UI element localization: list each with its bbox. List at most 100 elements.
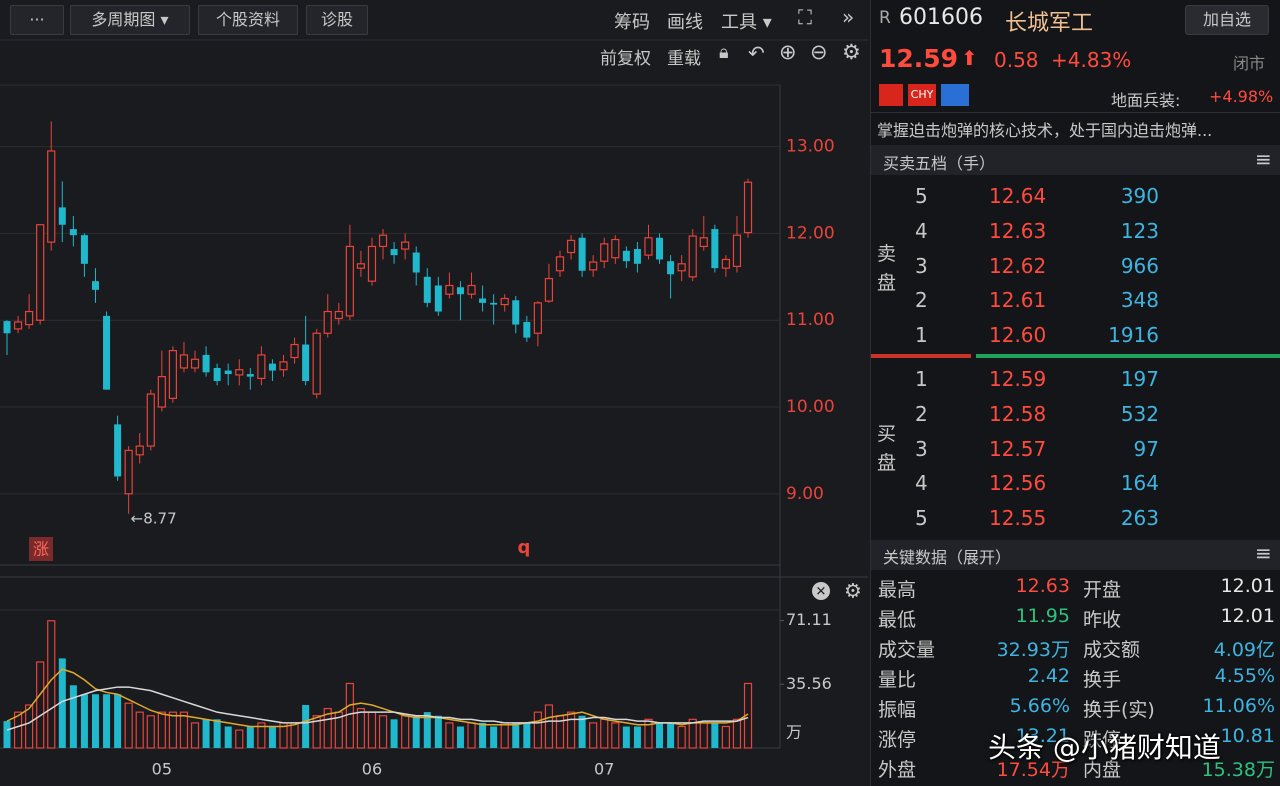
y-tick-label: 35.56: [786, 674, 832, 693]
x-tick-label: 07: [594, 760, 614, 779]
candle-body: [58, 207, 66, 225]
x-tick-label: 05: [152, 760, 172, 779]
menu-icon[interactable]: ≡: [1255, 147, 1272, 171]
candle-body: [456, 287, 464, 295]
zoom-in-icon[interactable]: ⊕: [779, 40, 797, 64]
add-watch-button[interactable]: 加自选: [1185, 5, 1269, 35]
candle-body: [103, 315, 111, 390]
key-value: 12.01: [1220, 605, 1275, 627]
tool[interactable]: 筹码: [614, 12, 650, 33]
order-volume: 966: [1120, 253, 1159, 278]
tool[interactable]: 工具 ▾: [721, 12, 772, 33]
volume-bar: [544, 704, 554, 749]
order-volume: 97: [1133, 436, 1159, 461]
key-label: 涨停: [878, 729, 917, 751]
level: 3: [915, 436, 928, 461]
candle-body: [412, 252, 420, 273]
key-value: 13.21: [1015, 725, 1070, 747]
key-label: 昨收: [1083, 609, 1122, 631]
undo-icon[interactable]: ↶: [748, 41, 765, 65]
key-label: 开盘: [1083, 579, 1122, 601]
menu-icon[interactable]: ≡: [1255, 541, 1272, 565]
tab-button[interactable]: 诊股: [306, 5, 368, 35]
candle-body: [699, 237, 708, 248]
volume-bar: [124, 702, 133, 749]
candle-body: [644, 237, 653, 256]
option[interactable]: 前复权: [600, 49, 651, 69]
tool[interactable]: 画线: [667, 12, 703, 33]
volume-bar: [523, 722, 531, 748]
candle-body: [401, 241, 410, 250]
order-price: 12.61: [989, 288, 1047, 313]
candle-body: [13, 321, 23, 330]
level: 5: [915, 184, 928, 208]
candle-body: [490, 302, 498, 305]
collapse-icon[interactable]: »: [842, 5, 855, 29]
order-price: 12.58: [989, 401, 1047, 426]
option[interactable]: 重载: [667, 49, 701, 69]
volume-bar: [302, 704, 310, 748]
candle-body: [566, 239, 576, 254]
key-label: 内盘: [1083, 759, 1122, 781]
close-icon[interactable]: [812, 582, 830, 600]
section-header: [871, 540, 1280, 570]
menu-button[interactable]: 多周期图 ▾: [70, 5, 190, 35]
description: 掌握迫击炮弹的核心技术，处于国内迫击炮弹...: [877, 121, 1213, 140]
volume-bar: [490, 726, 498, 748]
candle-body: [290, 343, 299, 359]
volume-bar: [257, 722, 266, 749]
candle-body: [135, 445, 144, 456]
close-icon[interactable]: ✕: [816, 585, 827, 600]
volume-bar: [213, 719, 221, 748]
candle-body: [667, 261, 675, 275]
candle-body: [202, 354, 210, 373]
volume-bar: [633, 726, 641, 748]
candle-body: [25, 310, 34, 326]
ma-line: [6, 686, 749, 731]
candle-body: [235, 369, 244, 376]
candle-body: [688, 235, 697, 278]
key-label: 振幅: [878, 699, 917, 721]
volume-bar: [533, 711, 542, 749]
volume-bar: [190, 722, 200, 749]
key-value: 10.81: [1220, 725, 1275, 747]
key-label: 换手: [1083, 669, 1122, 691]
candle-body: [146, 393, 155, 447]
volume-bar: [146, 715, 155, 749]
candle-body: [743, 181, 753, 234]
ratio-bar-buy: [976, 354, 1280, 358]
candle-body: [323, 310, 332, 334]
lock-icon[interactable]: 🔒︎: [719, 42, 729, 63]
key-value: 15.38万: [1201, 759, 1275, 781]
fullscreen-icon[interactable]: ⛶: [798, 5, 812, 29]
candle-body: [434, 285, 442, 312]
key-label: 成交量: [878, 639, 936, 661]
volume-bar: [58, 658, 66, 748]
volume-bar: [157, 711, 166, 749]
volume-bar: [566, 711, 576, 749]
quote-panel: R 601606 长城军工 加自选 12.59 ⬆ 0.58 +4.83% 闭市…: [870, 0, 1280, 786]
label: 多周期图: [91, 10, 156, 29]
candle-body: [544, 277, 554, 302]
candle-body: [721, 258, 731, 269]
zoom-out-icon[interactable]: ⊖: [810, 40, 828, 64]
volume-bar: [677, 725, 686, 749]
y-tick-label: 10.00: [786, 397, 835, 417]
key-value: 12.63: [1015, 575, 1070, 597]
settings-icon[interactable]: ⚙: [844, 579, 862, 603]
key-label: 量比: [878, 669, 917, 691]
y-tick-label: 12.00: [786, 223, 835, 243]
candle-body: [302, 344, 310, 381]
candle-body: [91, 281, 99, 290]
more-button[interactable]: ···: [10, 5, 64, 35]
candle-body: [36, 224, 45, 321]
price: 12.59: [879, 44, 959, 73]
settings-icon[interactable]: ⚙: [842, 40, 861, 64]
key-label: 成交额: [1083, 639, 1141, 661]
candle-body: [69, 229, 77, 236]
volume-bar: [312, 715, 321, 749]
level: 1: [915, 367, 928, 391]
tab-button[interactable]: 个股资料: [198, 5, 298, 35]
candle-body: [467, 284, 476, 295]
candle-body: [3, 321, 11, 334]
